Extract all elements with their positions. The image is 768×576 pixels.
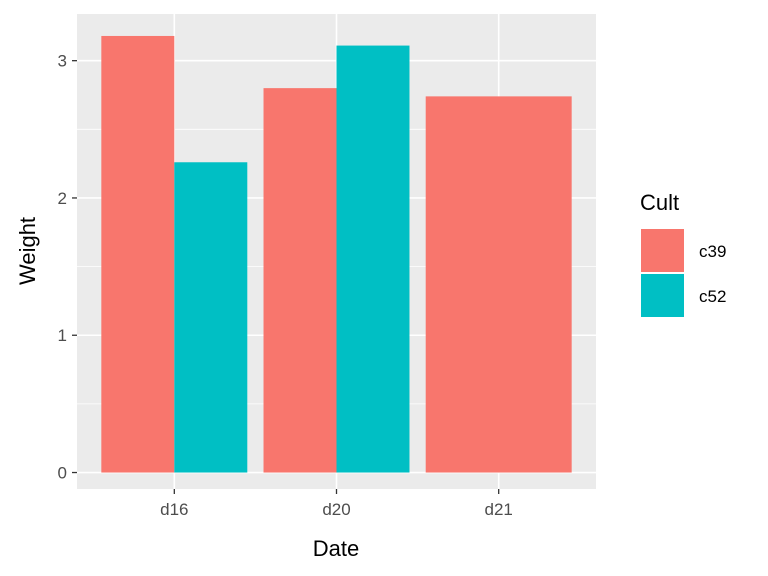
x-axis-title: Date bbox=[313, 536, 359, 561]
bar-c39-d16 bbox=[101, 35, 175, 473]
y-tick-label: 2 bbox=[58, 189, 67, 208]
y-tick-label: 0 bbox=[58, 464, 67, 483]
legend-key-c39 bbox=[641, 229, 684, 272]
bars-layer bbox=[101, 35, 572, 473]
x-tick-label: d16 bbox=[160, 500, 188, 519]
bar-c52-d20 bbox=[336, 45, 410, 473]
bar-c52-d16 bbox=[174, 162, 248, 473]
x-axis: d16 d20 d21 bbox=[160, 489, 513, 519]
x-tick-label: d20 bbox=[322, 500, 350, 519]
legend-label-c39: c39 bbox=[699, 242, 726, 261]
bar-c39-d21 bbox=[425, 96, 572, 473]
legend-label-c52: c52 bbox=[699, 287, 726, 306]
y-axis-title: Weight bbox=[15, 217, 40, 285]
y-axis: 0 1 2 3 bbox=[58, 52, 77, 483]
legend: Cult c39 c52 bbox=[640, 190, 726, 317]
bar-c39-d20 bbox=[263, 88, 337, 473]
legend-key-c52 bbox=[641, 274, 684, 317]
y-tick-label: 1 bbox=[58, 326, 67, 345]
legend-title: Cult bbox=[640, 190, 679, 215]
x-tick-label: d21 bbox=[485, 500, 513, 519]
y-tick-label: 3 bbox=[58, 52, 67, 71]
